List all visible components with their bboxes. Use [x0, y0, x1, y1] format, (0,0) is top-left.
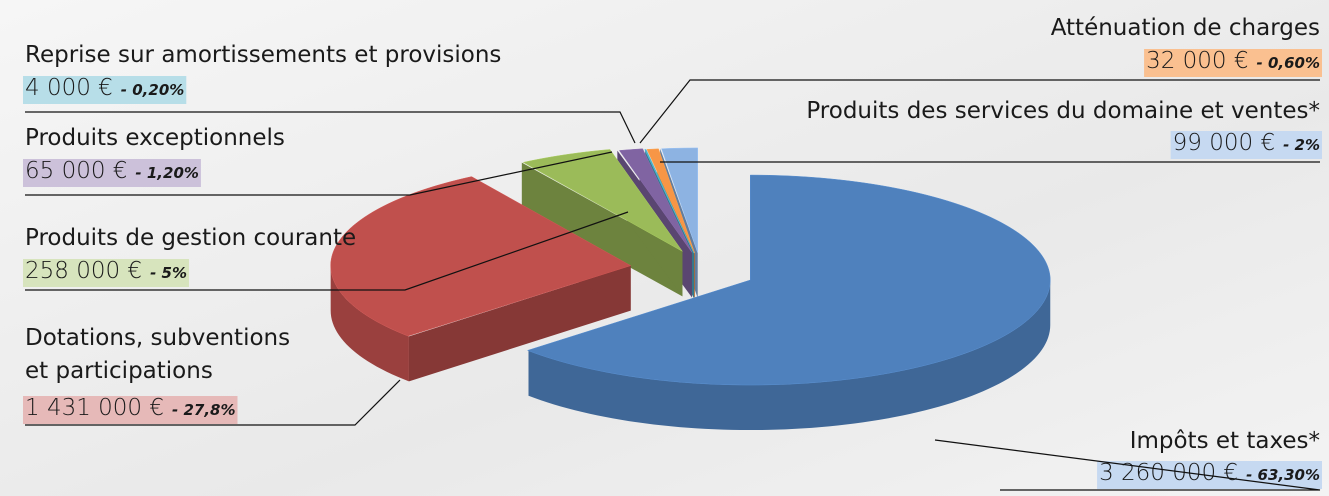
label-highlight [1170, 131, 1322, 159]
percent: - 5% [150, 264, 187, 282]
slice-label: Produits exceptionnels [25, 125, 285, 151]
percent: - 1,20% [135, 164, 199, 182]
percent: - 63,30% [1246, 466, 1320, 484]
value-label: 4 000 € - 0,20% [25, 75, 184, 101]
slice-top [526, 174, 1051, 386]
slice-label: Reprise sur amortissements et provisions [25, 42, 501, 68]
pie-slice [330, 176, 632, 382]
slice-wall [408, 265, 631, 382]
slice-side [528, 280, 1051, 431]
amount: 32 000 € [1146, 48, 1248, 74]
amount: 1 431 000 € [25, 395, 164, 421]
amount: 4 000 € [25, 75, 113, 101]
label-highlight [1144, 49, 1322, 77]
leader-line [25, 211, 629, 291]
percent: - 0,60% [1257, 54, 1321, 72]
label-highlight [23, 76, 187, 104]
label-highlight [23, 396, 238, 424]
slice-label: Produits des services du domaine et vent… [806, 98, 1320, 124]
slice-top [646, 148, 695, 254]
label-highlight [23, 259, 189, 287]
value-label: 32 000 € - 0,60% [1146, 48, 1320, 74]
slice-label: Dotations, subventions et participations [25, 325, 290, 384]
slice-label: Atténuation de charges [1051, 15, 1320, 41]
leader-line [639, 79, 1320, 144]
slice-top [661, 147, 698, 254]
leader-line [25, 111, 636, 144]
label-line: Dotations, subventions [25, 325, 290, 351]
label-highlight [23, 159, 201, 187]
leader-line [25, 379, 401, 426]
pie-slice [526, 174, 1051, 431]
value-label: 65 000 € - 1,20% [25, 158, 199, 184]
slice-top [522, 149, 683, 252]
leader-line [25, 151, 613, 196]
label-line: et participations [25, 358, 213, 384]
percent: - 0,20% [121, 81, 185, 99]
slice-label: Impôts et taxes* [1130, 428, 1320, 454]
pie-slice [521, 149, 683, 297]
leader-line [934, 439, 1321, 491]
value-label: 1 431 000 € - 27,8% [25, 395, 236, 421]
slice-top [618, 148, 693, 253]
percent: - 27,8% [172, 401, 236, 419]
slice-top [644, 149, 695, 254]
amount: 99 000 € [1173, 130, 1275, 156]
slice-label: Produits de gestion courante [25, 225, 356, 251]
percent: - 2% [1283, 136, 1320, 154]
amount: 258 000 € [25, 258, 142, 284]
slice-wall [521, 162, 683, 297]
slice-side [330, 265, 409, 382]
amount: 65 000 € [25, 158, 127, 184]
value-label: 99 000 € - 2% [1173, 130, 1320, 156]
value-label: 258 000 € - 5% [25, 258, 187, 284]
